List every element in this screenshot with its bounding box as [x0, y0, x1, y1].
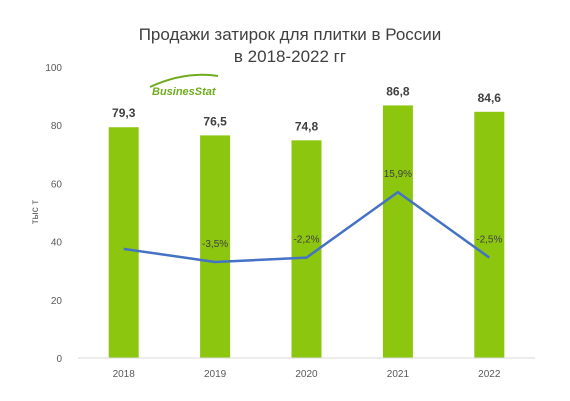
bars [108, 105, 505, 359]
y-tick-label: 20 [51, 296, 63, 307]
bar [200, 135, 231, 358]
line-path [123, 190, 491, 264]
bar-value-label: 79,3 [112, 106, 136, 120]
logo: BusinesStat [149, 73, 219, 98]
x-tick-label: 2019 [204, 369, 227, 380]
bar-value-label: 74,8 [295, 119, 319, 133]
x-tick-label: 2022 [478, 369, 501, 380]
x-tick-label: 2018 [113, 369, 136, 380]
y-tick-label: 80 [51, 121, 63, 132]
bar [474, 111, 505, 359]
x-tick-label: 2020 [295, 369, 318, 380]
x-ticks: 2018 2019 2020 2021 2022 [113, 369, 501, 380]
bar [108, 127, 139, 358]
line-value-label: 15,9% [384, 169, 412, 180]
y-tick-label: 100 [45, 63, 62, 74]
bar-value-label: 84,6 [478, 91, 502, 105]
chart-title-line-2: в 2018-2022 гг [234, 47, 346, 66]
y-tick-label: 60 [51, 179, 63, 190]
logo-swoosh [149, 73, 219, 88]
bar-labels: 79,3 76,5 74,8 86,8 84,6 [112, 84, 501, 133]
y-axis-label: тыс т [30, 200, 41, 225]
line-value-label: -3,5% [202, 239, 228, 250]
y-tick-label: 0 [56, 354, 62, 365]
y-ticks: 0 20 40 60 80 100 [45, 63, 62, 365]
y-tick-label: 40 [51, 238, 63, 249]
bar-value-label: 76,5 [203, 114, 227, 128]
line-value-label: -2,5% [476, 235, 502, 246]
x-tick-label: 2021 [387, 369, 410, 380]
bar-value-label: 86,8 [386, 84, 410, 98]
logo-text: BusinesStat [152, 86, 217, 98]
line-labels: -3,5% -2,2% 15,9% -2,5% [202, 169, 502, 250]
line-value-label: -2,2% [293, 235, 319, 246]
bar [382, 105, 413, 358]
chart-title-line-1: Продажи затирок для плитки в России [139, 25, 442, 44]
line-series [123, 190, 491, 264]
